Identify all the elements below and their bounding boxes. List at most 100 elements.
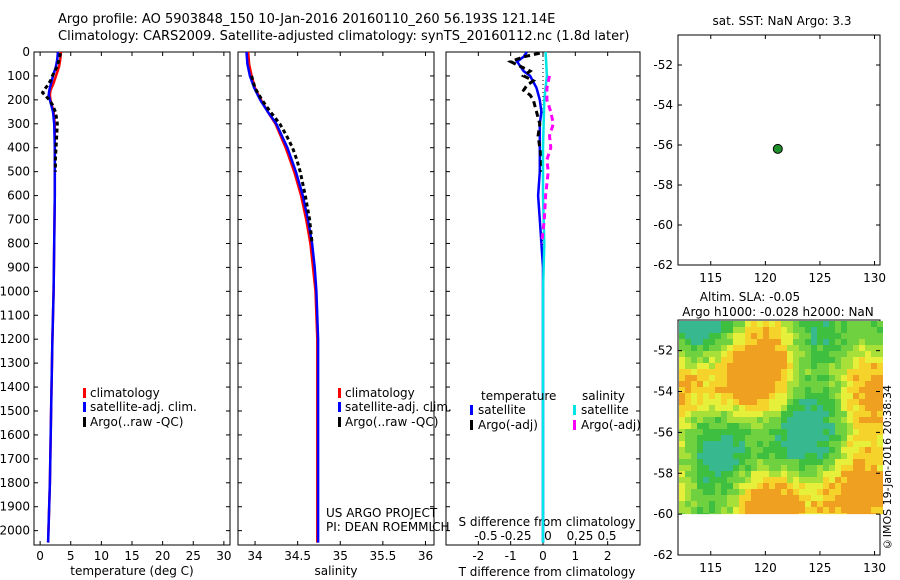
depth-tick-label: 1700	[0, 452, 30, 466]
depth-tick-label: 1400	[0, 380, 30, 394]
series-line-S Argo(-adj)	[540, 75, 555, 244]
depth-tick-label: 300	[7, 117, 30, 131]
sla-field	[679, 321, 883, 515]
s-tick-label: -0.5	[474, 529, 497, 543]
depth-tick-label: 1500	[0, 404, 30, 418]
depth-tick-label: 2000	[0, 524, 30, 538]
legend-swatch	[338, 402, 341, 412]
heatmap-y-tick-label: -62	[653, 548, 673, 562]
series-line-Argo(..raw -QC)	[40, 52, 62, 172]
depth-tick-label: 400	[7, 141, 30, 155]
legend-heading: temperature	[481, 389, 556, 403]
heatmap-x-tick-label: 115	[699, 561, 722, 575]
panel-frame-salinity	[237, 51, 435, 546]
map-title: sat. SST: NaN Argo: 3.3	[713, 14, 852, 28]
legend-label: Argo(..raw -QC)	[90, 415, 183, 429]
depth-tick-label: 200	[7, 93, 30, 107]
heatmap-y-tick-label: -56	[653, 425, 673, 439]
series-line-T Argo(-adj)	[506, 51, 543, 172]
depth-tick-label: 100	[7, 69, 30, 83]
x-tick-label: 20	[155, 549, 170, 563]
legend-label: Argo(-adj)	[478, 418, 538, 432]
x-tick-label: 5	[67, 549, 75, 563]
legend-swatch	[470, 405, 473, 415]
depth-tick-label: 600	[7, 189, 30, 203]
x-axis-label: salinity	[314, 564, 357, 578]
x-tick-label: -2	[472, 549, 484, 563]
x-tick-label: 34.5	[284, 549, 311, 563]
legend-swatch	[470, 420, 473, 430]
x-tick-label: 0	[539, 549, 547, 563]
map-y-tick-label: -52	[653, 58, 673, 72]
depth-tick-label: 1600	[0, 428, 30, 442]
legend-label: Argo(-adj)	[581, 418, 641, 432]
map-x-tick-label: 130	[863, 271, 886, 285]
sla-title: Altim. SLA: -0.05	[700, 290, 800, 304]
argo-height-title: Argo h1000: -0.028 h2000: NaN	[682, 305, 874, 319]
x-tick-label: 15	[124, 549, 139, 563]
profile-title: Argo profile: AO 5903848_150 10-Jan-2016…	[58, 12, 556, 27]
float-location-marker	[772, 143, 783, 154]
depth-tick-label: 1300	[0, 356, 30, 370]
map-x-tick-label: 115	[699, 271, 722, 285]
x-tick-label: 35.5	[370, 549, 397, 563]
s-tick-label: -0.25	[500, 529, 531, 543]
depth-tick-label: 800	[7, 236, 30, 250]
legend-swatch	[573, 405, 576, 415]
x-axis-label: temperature (deg C)	[70, 564, 193, 578]
heatmap-x-tick-label: 125	[808, 561, 831, 575]
map-y-tick-label: -58	[653, 178, 673, 192]
depth-tick-label: 1200	[0, 332, 30, 346]
depth-tick-label: 1800	[0, 476, 30, 490]
depth-tick-label: 1000	[0, 284, 30, 298]
x-tick-label: 25	[186, 549, 201, 563]
legend-label: climatology	[345, 386, 415, 400]
series-line-climatology	[246, 51, 319, 543]
x-tick-label: 0	[36, 549, 44, 563]
heatmap-x-tick-label: 130	[863, 561, 886, 575]
project-note: US ARGO PROJECT	[326, 506, 438, 520]
legend-swatch	[338, 388, 341, 398]
legend-swatch	[573, 420, 576, 430]
depth-tick-label: 1100	[0, 308, 30, 322]
s-tick-label: 0.25	[567, 529, 594, 543]
map-y-tick-label: -62	[653, 258, 673, 272]
map-x-tick-label: 125	[808, 271, 831, 285]
heatmap-x-tick-label: 120	[754, 561, 777, 575]
s-axis-label: S difference from climatology	[459, 515, 636, 529]
heatmap-y-tick-label: -60	[653, 507, 673, 521]
s-tick-label: 0	[544, 529, 552, 543]
legend-swatch	[83, 417, 86, 427]
legend-swatch	[83, 388, 86, 398]
legend-label: Argo(..raw -QC)	[345, 415, 438, 429]
depth-tick-label: 0	[22, 45, 30, 59]
x-tick-label: 2	[604, 549, 612, 563]
legend-label: satellite	[581, 403, 629, 417]
x-tick-label: 1	[572, 549, 580, 563]
map-y-tick-label: -56	[653, 138, 673, 152]
series-line-satellite-adj. clim.	[46, 51, 60, 543]
legend-label: climatology	[90, 386, 160, 400]
x-tick-label: 30	[216, 549, 231, 563]
panel-frame-temperature	[33, 51, 231, 546]
x-tick-label: 34	[247, 549, 262, 563]
heatmap-y-tick-label: -58	[653, 466, 673, 480]
legend-label: satellite	[478, 403, 526, 417]
series-line-S satellite	[541, 51, 549, 543]
heatmap-y-tick-label: -52	[653, 344, 673, 358]
x-tick-label: -1	[505, 549, 517, 563]
x-tick-label: 35	[333, 549, 348, 563]
map-x-tick-label: 120	[754, 271, 777, 285]
heatmap-y-tick-label: -54	[653, 385, 673, 399]
pi-note: PI: DEAN ROEMMICH	[326, 520, 449, 534]
x-tick-label: 10	[94, 549, 109, 563]
t-axis-label: T difference from climatology	[458, 565, 636, 579]
legend-label: satellite-adj. clim.	[90, 400, 197, 414]
legend-swatch	[338, 417, 341, 427]
depth-tick-label: 900	[7, 260, 30, 274]
x-tick-label: 36	[418, 549, 433, 563]
map-y-tick-label: -54	[653, 98, 673, 112]
depth-tick-label: 700	[7, 213, 30, 227]
legend-swatch	[83, 402, 86, 412]
